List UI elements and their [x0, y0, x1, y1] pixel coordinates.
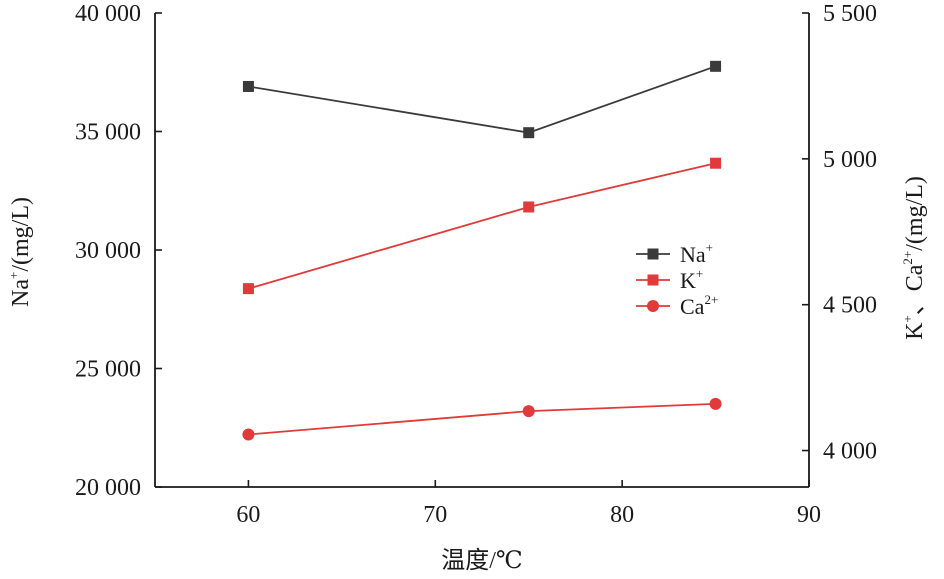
- y-right-tick-label: 5 500: [823, 1, 877, 27]
- y-axis-right-title: K+、Ca2+/(mg/L): [900, 176, 928, 340]
- x-tick-label: 60: [236, 502, 260, 528]
- y-left-tick-label: 25 000: [75, 357, 141, 383]
- data-point-0: [710, 60, 722, 72]
- series-markers: [242, 60, 722, 441]
- legend: Na+K+Ca2+: [636, 240, 718, 319]
- y-axis-left-title: Na+/(mg/L): [6, 197, 34, 307]
- y-right-tick-label: 5 000: [823, 147, 877, 173]
- legend-marker-2: [647, 300, 659, 312]
- x-tick-label: 70: [423, 502, 447, 528]
- y-left-tick-label: 30 000: [75, 238, 141, 264]
- legend-marker-1: [647, 274, 659, 286]
- y-right-tick-label: 4 500: [823, 293, 877, 319]
- y-axis-left-title-rest: /(mg/L): [8, 197, 34, 272]
- data-point-1: [242, 283, 254, 295]
- series-lines: [248, 65, 716, 436]
- legend-marker-0: [647, 248, 659, 260]
- y-axis-right-title-k: K: [902, 322, 928, 340]
- data-point-2: [242, 428, 255, 441]
- data-point-1: [523, 201, 535, 213]
- data-point-0: [242, 80, 254, 92]
- y-left-tick-label: 40 000: [75, 1, 141, 27]
- x-tick-label: 90: [797, 502, 821, 528]
- y-axis-right-title-rest: /(mg/L): [902, 176, 928, 251]
- legend-label-1: K+: [680, 266, 703, 293]
- legend-label-0: Na+: [680, 240, 713, 267]
- legend-label-2: Ca2+: [680, 292, 718, 319]
- y-axis-right-title-sep: 、: [902, 291, 928, 315]
- series-line-2: [248, 402, 716, 436]
- data-point-2: [709, 397, 722, 410]
- ticks: 60 70 80 90 20 000 25 000 30 000 35 000 40 000 4 …: [75, 1, 877, 528]
- series-line-0: [248, 65, 716, 134]
- x-axis-title: 温度/℃: [441, 547, 523, 574]
- y-axis-left-title-base: Na: [8, 279, 34, 307]
- y-axis-right-title-k-sup: +: [900, 315, 915, 322]
- series-line-1: [248, 162, 716, 290]
- y-left-tick-label: 35 000: [75, 120, 141, 146]
- y-axis-left-title-sup: +: [6, 272, 21, 279]
- data-point-2: [522, 405, 535, 418]
- y-right-tick-label: 4 000: [823, 439, 877, 465]
- data-point-0: [523, 127, 535, 139]
- y-axis-right-title-ca-sup: 2+: [900, 251, 915, 265]
- data-point-1: [710, 157, 722, 169]
- x-tick-label: 80: [610, 502, 634, 528]
- y-axis-right-title-ca: Ca: [902, 264, 928, 291]
- y-left-tick-label: 20 000: [75, 475, 141, 501]
